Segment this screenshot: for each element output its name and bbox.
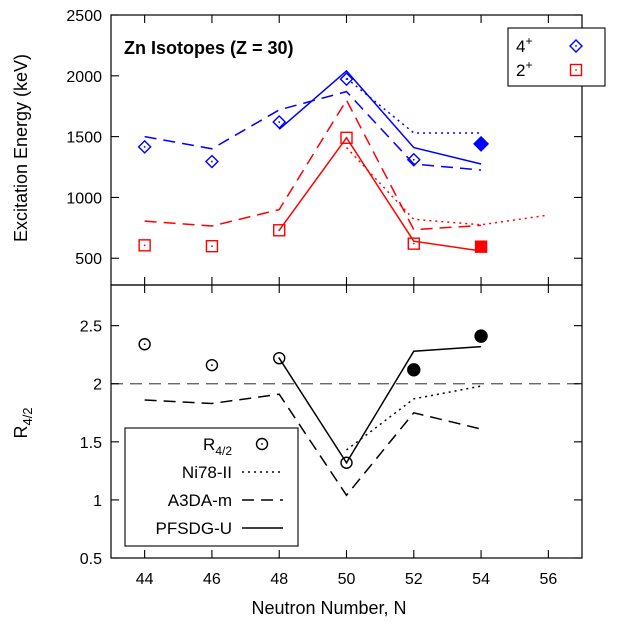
x-tick-label: 54 [472, 571, 490, 588]
energy-series-Ni78-II-2+-line [345, 147, 549, 226]
energy-series-Ni78-II-4+-line [346, 77, 482, 134]
energy-data-point [474, 240, 488, 253]
ratio-legend-label: A3DA-m [168, 491, 232, 510]
ratio-legend-label: R4/2 [203, 435, 232, 458]
energy-data-point [407, 237, 420, 250]
x-tick-label: 46 [203, 571, 221, 588]
ratio-panel: 0.5 1 1.5 2 2.5 44 46 48 50 52 54 56 R4/2 Ni78-II A3DA… [80, 284, 583, 588]
ratio-legend-box [124, 427, 299, 547]
ratio-legend-label-base: R [203, 435, 215, 454]
ratio-data-point [474, 329, 488, 343]
y-tick-label: 2.5 [80, 319, 102, 336]
energy-series-PFSDG-U-4+-line [278, 69, 482, 165]
energy-data-point [339, 72, 354, 87]
x-tick-label: 44 [136, 571, 154, 588]
energy-legend-label: 2+ [516, 58, 532, 80]
energy-series-A3DA-m-4+-line [144, 90, 482, 171]
ratio-y-axis-label-sub: 4/2 [20, 407, 35, 425]
x-tick-label: 48 [270, 571, 288, 588]
ratio-data-point-dot [211, 364, 213, 367]
ratio-data-point-dot [345, 461, 348, 464]
y-tick-label: 1.5 [80, 435, 102, 452]
y-tick-label: 1 [93, 493, 102, 510]
energy-data-point-dot [412, 158, 415, 161]
ratio-y-axis-label-base: R [11, 426, 31, 439]
ratio-legend-label: PFSDG-U [156, 519, 233, 538]
ratio-data-point-dot [278, 357, 281, 360]
ratio-data-point [138, 338, 151, 351]
ratio-legend-marker [255, 437, 269, 451]
y-tick-label: 500 [75, 251, 102, 268]
energy-data-point-dot [143, 145, 146, 148]
ratio-series-Ni78-II-line [346, 385, 482, 451]
energy-data-point-dot [345, 78, 348, 80]
ratio-legend-label: Ni78-II [182, 463, 232, 482]
energy-data-point-dot [278, 229, 281, 232]
energy-legend-marker-dot [575, 45, 577, 47]
energy-legend-label: 4+ [516, 34, 532, 56]
x-tick-label: 52 [405, 571, 423, 588]
energy-data-point [204, 154, 219, 169]
energy-legend-marker [569, 63, 583, 77]
energy-data-point [340, 131, 353, 145]
y-tick-label: 2 [93, 377, 102, 394]
energy-data-point-dot [278, 121, 281, 123]
y-tick-label: 2500 [66, 8, 102, 25]
x-tick-label: 50 [338, 571, 356, 588]
x-axis-label: Neutron Number, N [251, 598, 406, 618]
energy-data-point [137, 139, 152, 154]
y-tick-label: 0.5 [80, 551, 102, 568]
energy-data-point [205, 240, 219, 253]
x-tick-label: 56 [539, 571, 557, 588]
energy-data-point-dot [211, 245, 213, 248]
y-tick-label: 1000 [66, 190, 102, 207]
ratio-legend-marker-dot [261, 443, 263, 445]
ratio-series-A3DA-m-line [144, 393, 482, 497]
energy-legend-marker-dot [575, 69, 577, 71]
energy-legend-label-base: 2 [516, 61, 525, 80]
energy-legend-label-base: 4 [516, 37, 525, 56]
ratio-data-point [407, 363, 421, 377]
energy-legend-marker [569, 39, 583, 53]
energy-data-point [406, 152, 421, 167]
ratio-data-point-dot [143, 343, 146, 346]
y-tick-label: 1500 [66, 130, 102, 147]
energy-data-point-dot [345, 136, 348, 139]
ratio-legend-label-sub: 4/2 [215, 444, 232, 458]
energy-data-point [473, 135, 490, 152]
ratio-series-PFSDG-U-line [278, 345, 482, 465]
energy-data-point-dot [211, 160, 213, 163]
energy-panel-annotation: Zn Isotopes (Z = 30) [124, 38, 294, 58]
energy-legend-label-sup: + [525, 58, 532, 72]
ratio-data-point [273, 351, 286, 365]
ratio-y-axis-label: R4/2 [11, 407, 35, 438]
energy-data-point [138, 239, 151, 252]
energy-series-A3DA-m-2+-line [144, 98, 482, 231]
energy-y-axis-label: Excitation Energy (keV) [11, 54, 31, 242]
energy-series-PFSDG-U-2+-line [278, 136, 482, 252]
y-tick-label: 2000 [66, 69, 102, 86]
energy-data-point-dot [412, 242, 415, 245]
ratio-data-point [205, 358, 219, 372]
ratio-data-point [340, 456, 353, 469]
energy-legend-label-sup: + [525, 34, 532, 48]
energy-data-point-dot [143, 244, 146, 247]
energy-data-point [272, 115, 287, 130]
energy-legend-box [507, 27, 606, 87]
energy-data-point [273, 224, 286, 237]
